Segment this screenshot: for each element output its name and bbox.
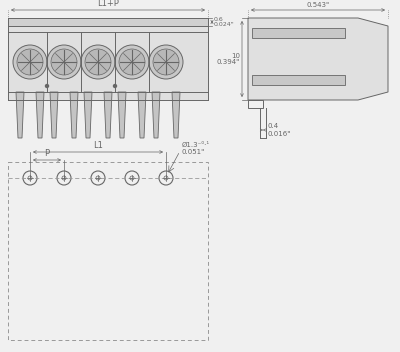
Bar	[8, 18, 208, 26]
Text: 13.8
0.543": 13.8 0.543"	[306, 0, 330, 8]
Circle shape	[114, 84, 116, 88]
Circle shape	[47, 45, 81, 79]
Text: L1: L1	[93, 141, 103, 150]
Circle shape	[153, 49, 179, 75]
Text: 0.4
0.016": 0.4 0.016"	[268, 124, 291, 137]
Circle shape	[13, 45, 47, 79]
Text: 10
0.394": 10 0.394"	[217, 52, 240, 65]
Circle shape	[115, 45, 149, 79]
Text: Ø1.3⁻⁰·¹
0.051": Ø1.3⁻⁰·¹ 0.051"	[182, 142, 210, 155]
Polygon shape	[50, 92, 58, 138]
Polygon shape	[16, 92, 24, 138]
Polygon shape	[152, 92, 160, 138]
Circle shape	[119, 49, 145, 75]
Bar	[252, 28, 345, 38]
Polygon shape	[70, 92, 78, 138]
Bar	[8, 162, 208, 340]
Circle shape	[17, 49, 43, 75]
Circle shape	[85, 49, 111, 75]
Text: L1+P: L1+P	[97, 0, 119, 8]
Polygon shape	[84, 92, 92, 138]
Circle shape	[81, 45, 115, 79]
Polygon shape	[248, 100, 263, 108]
Polygon shape	[138, 92, 146, 138]
Text: P: P	[44, 149, 50, 158]
Text: 0.6
0.024": 0.6 0.024"	[214, 17, 235, 27]
Circle shape	[46, 84, 48, 88]
Bar	[252, 75, 345, 85]
Polygon shape	[248, 18, 388, 100]
Polygon shape	[104, 92, 112, 138]
Circle shape	[149, 45, 183, 79]
Polygon shape	[36, 92, 44, 138]
Bar	[8, 26, 208, 100]
Circle shape	[51, 49, 77, 75]
Polygon shape	[118, 92, 126, 138]
Polygon shape	[172, 92, 180, 138]
